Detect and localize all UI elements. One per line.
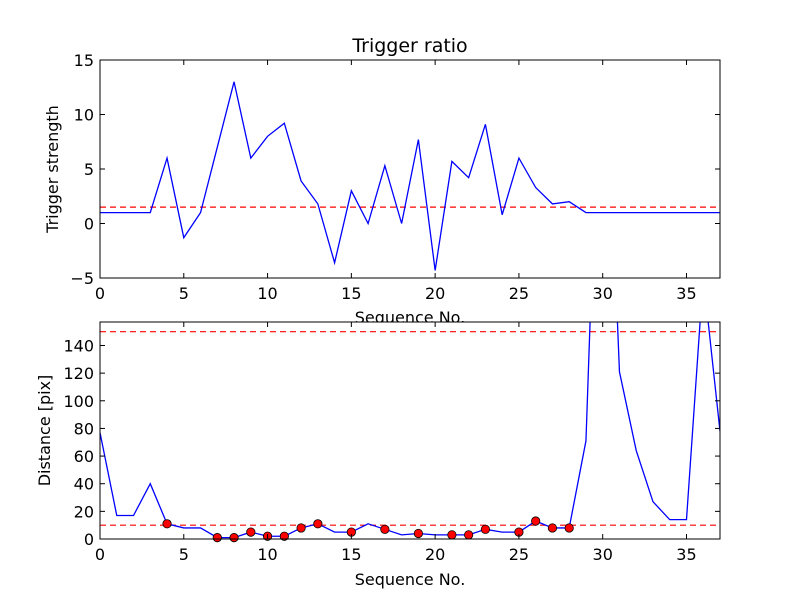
y-tick-label: 15: [74, 51, 94, 70]
x-tick-label: 0: [95, 545, 105, 564]
y-tick-label: 10: [74, 106, 94, 125]
x-tick-label: 15: [341, 545, 361, 564]
y-tick-label: 120: [63, 364, 94, 383]
y-tick-label: 20: [74, 502, 94, 521]
data-point: [547, 523, 558, 533]
data-point: [246, 527, 256, 537]
y-tick-label: −5: [70, 269, 94, 288]
x-tick-label: 25: [509, 545, 529, 564]
x-tick-label: 5: [179, 284, 189, 303]
x-tick-label: 5: [179, 545, 189, 564]
data-point: [413, 528, 423, 539]
y-tick-label: 0: [84, 530, 94, 549]
data-point: [296, 523, 306, 533]
data-point: [564, 523, 574, 533]
chart-title: Trigger ratio: [351, 35, 467, 57]
x-tick-label: 10: [257, 284, 277, 303]
data-point: [464, 530, 474, 540]
data-point: [162, 519, 172, 529]
series-line-0: [100, 322, 720, 539]
x-tick-label: 30: [593, 284, 613, 303]
x-tick-label: 35: [676, 284, 696, 303]
y-tick-label: 100: [63, 392, 94, 411]
y-axis-label: Distance [pix]: [35, 375, 54, 487]
y-tick-label: 80: [74, 419, 94, 438]
distance-chart: 0 5 10 15 20 25 30 35 0 20 40 60 80 100 120 140 Sequence…: [35, 321, 721, 589]
y-tick-label: 140: [63, 336, 94, 355]
x-tick-label: 20: [425, 284, 445, 303]
plot-contents: [100, 81, 720, 271]
data-point: [531, 516, 541, 526]
x-tick-label: 35: [676, 545, 696, 564]
y-tick-label: 60: [74, 447, 94, 466]
x-tick-label: 15: [341, 284, 361, 303]
plot-area: [100, 322, 720, 539]
y-axis-label: Trigger strength: [43, 105, 62, 234]
axes-frame: [99, 321, 721, 540]
plot-area: [100, 60, 720, 278]
x-tick-label: 20: [425, 545, 445, 564]
x-tick-label: 0: [95, 284, 105, 303]
plot-contents: [100, 322, 720, 539]
x-tick-label: 30: [593, 545, 613, 564]
data-point: [380, 524, 390, 534]
y-tick-label: 5: [84, 160, 94, 179]
x-axis-label: Sequence No.: [355, 570, 466, 589]
data-point: [313, 519, 323, 529]
data-point: [212, 533, 222, 543]
data-point: [229, 533, 239, 543]
data-point: [480, 524, 491, 534]
series-line-0: [100, 81, 720, 271]
y-tick-label: 0: [84, 215, 94, 234]
x-tick-label: 10: [257, 545, 277, 564]
y-tick-label: 40: [74, 475, 94, 494]
x-tick-label: 25: [509, 284, 529, 303]
data-point: [447, 530, 457, 540]
data-point: [279, 531, 289, 541]
